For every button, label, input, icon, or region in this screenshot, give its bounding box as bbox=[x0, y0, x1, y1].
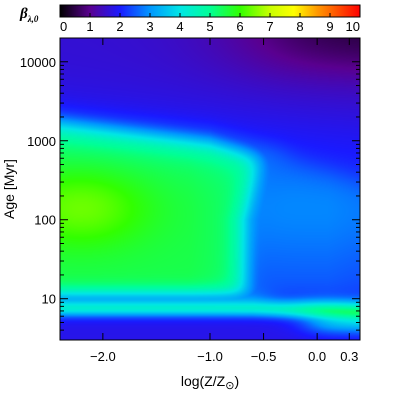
colorbar-ticks: 0 1 2 3 4 5 6 7 8 9 10 bbox=[59, 13, 361, 34]
y-tick-label: 1000 bbox=[27, 134, 56, 149]
colorbar-tick-label: 5 bbox=[206, 19, 213, 34]
colorbar-tick-label: 4 bbox=[176, 19, 183, 34]
x-tick-label: −2.0 bbox=[90, 349, 116, 364]
colorbar-tick-label: 3 bbox=[146, 19, 153, 34]
x-axis-ticks: −2.0 −1.0 −0.5 0.0 0.3 bbox=[90, 38, 358, 364]
colorbar-label: βλ,0 bbox=[19, 6, 39, 24]
x-axis-label: log(Z/Z⊙) bbox=[181, 373, 239, 392]
x-tick-label: −1.0 bbox=[197, 349, 223, 364]
y-axis-label: Age [Myr] bbox=[1, 159, 17, 219]
colorbar-tick-label: 6 bbox=[236, 19, 243, 34]
x-tick-label: −0.5 bbox=[251, 349, 277, 364]
y-tick-label: 10 bbox=[42, 292, 56, 307]
y-axis-ticks: 10 100 1000 10000 bbox=[20, 37, 360, 341]
colorbar-tick-label: 8 bbox=[296, 19, 303, 34]
plot-area: −2.0 −1.0 −0.5 0.0 0.3 10 100 1000 10000 bbox=[20, 37, 361, 364]
colorbar-tick-label: 2 bbox=[116, 19, 123, 34]
heatmap-image bbox=[60, 38, 360, 340]
y-tick-label: 10000 bbox=[20, 55, 56, 70]
y-tick-label: 100 bbox=[34, 213, 56, 228]
colorbar-tick-label: 1 bbox=[86, 19, 93, 34]
colorbar-tick-label: 9 bbox=[326, 19, 333, 34]
colorbar-tick-label: 7 bbox=[266, 19, 273, 34]
x-tick-label: 0.0 bbox=[308, 349, 326, 364]
colorbar-tick-label: 10 bbox=[346, 19, 360, 34]
colorbar-tick-label: 0 bbox=[60, 19, 67, 34]
colorbar: βλ,0 0 1 2 3 4 5 6 7 8 9 10 bbox=[19, 4, 361, 34]
x-tick-label: 0.3 bbox=[340, 349, 358, 364]
